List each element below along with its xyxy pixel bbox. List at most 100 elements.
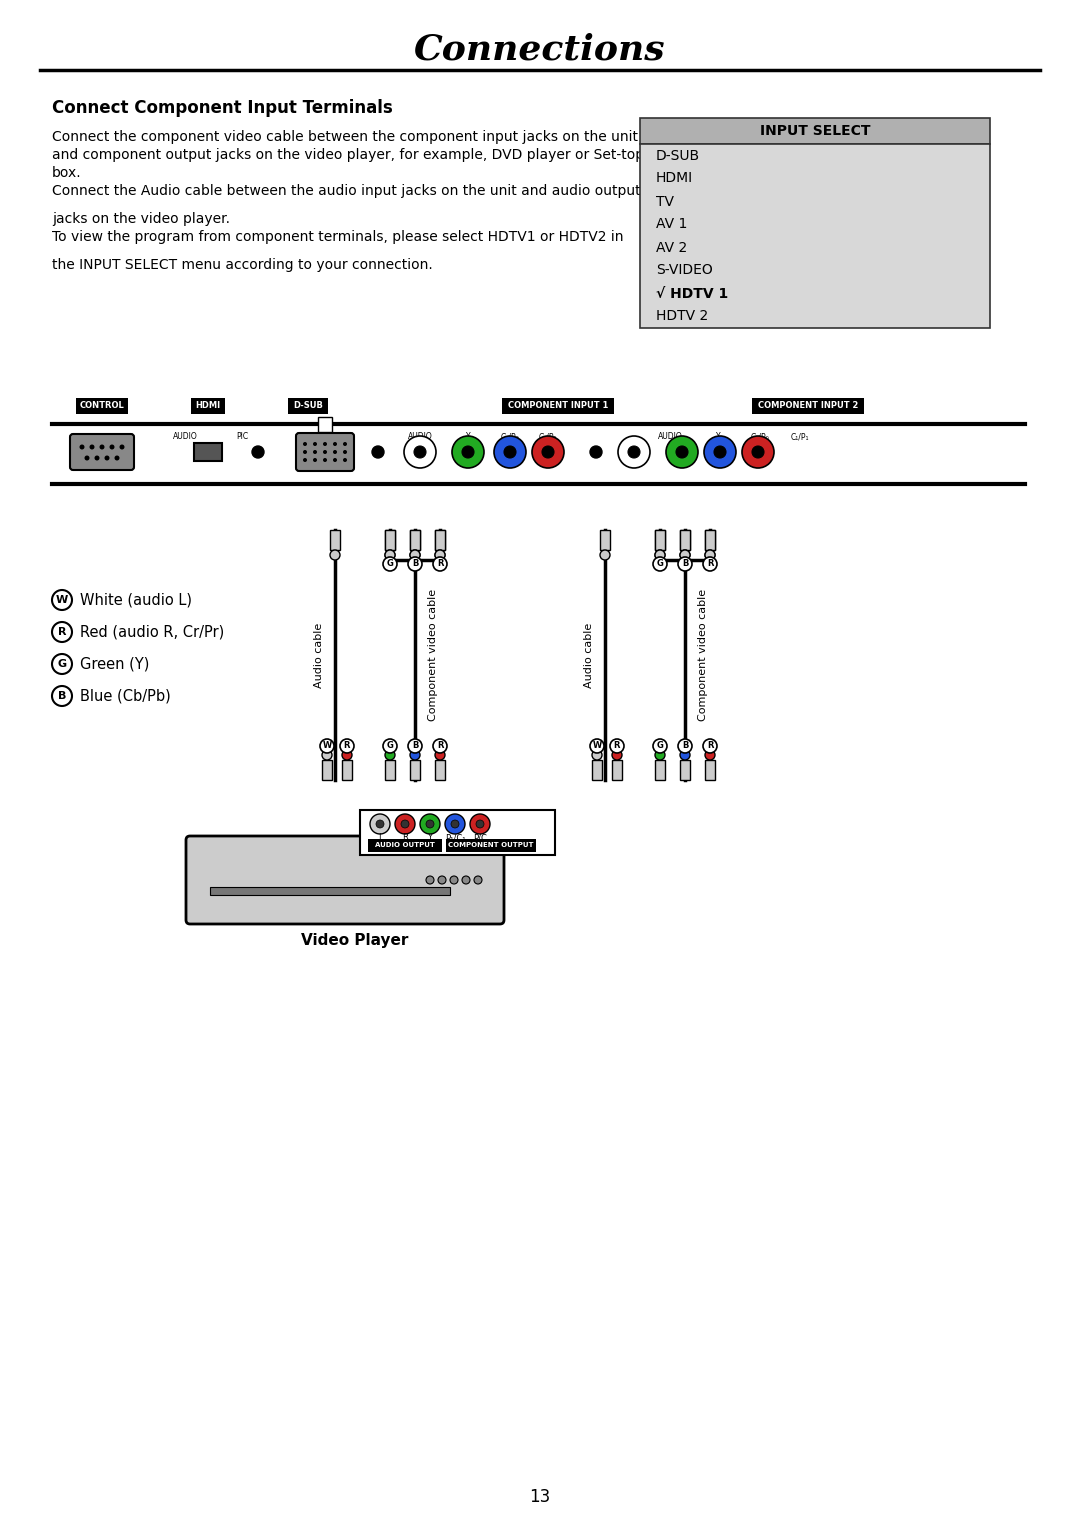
Circle shape [52, 589, 72, 609]
FancyBboxPatch shape [70, 434, 134, 470]
Circle shape [297, 447, 307, 457]
Circle shape [333, 450, 337, 454]
Circle shape [532, 437, 564, 467]
Circle shape [414, 446, 426, 458]
Circle shape [109, 444, 114, 449]
Text: Green (Y): Green (Y) [80, 657, 149, 672]
FancyBboxPatch shape [435, 530, 445, 550]
Text: AV 2: AV 2 [656, 240, 687, 255]
Circle shape [654, 550, 665, 560]
Circle shape [395, 814, 415, 834]
FancyBboxPatch shape [368, 838, 442, 852]
Text: W: W [322, 742, 332, 750]
Circle shape [438, 876, 446, 884]
Circle shape [445, 814, 465, 834]
Circle shape [433, 557, 447, 571]
Circle shape [714, 446, 726, 458]
Text: R: R [343, 742, 350, 750]
FancyBboxPatch shape [210, 887, 450, 895]
Circle shape [343, 441, 347, 446]
Circle shape [84, 455, 90, 461]
Circle shape [426, 820, 434, 828]
Circle shape [600, 550, 610, 560]
Circle shape [426, 876, 434, 884]
Text: S-VIDEO: S-VIDEO [656, 264, 713, 278]
Text: L: L [378, 834, 382, 843]
Circle shape [705, 550, 715, 560]
Text: Audio cable: Audio cable [584, 623, 594, 687]
Circle shape [610, 739, 624, 753]
Text: AUDIO OUTPUT: AUDIO OUTPUT [375, 841, 435, 847]
Circle shape [410, 750, 420, 760]
Text: Y: Y [716, 432, 720, 441]
Text: P/C: P/C [473, 834, 487, 843]
FancyBboxPatch shape [410, 530, 420, 550]
FancyBboxPatch shape [640, 144, 990, 328]
Circle shape [462, 446, 474, 458]
FancyBboxPatch shape [435, 530, 445, 550]
Circle shape [450, 876, 458, 884]
Text: B: B [681, 742, 688, 750]
Circle shape [313, 458, 318, 463]
Circle shape [370, 814, 390, 834]
FancyBboxPatch shape [752, 399, 864, 414]
Circle shape [384, 750, 395, 760]
Circle shape [343, 450, 347, 454]
FancyBboxPatch shape [76, 399, 129, 414]
FancyBboxPatch shape [446, 838, 536, 852]
Circle shape [401, 820, 409, 828]
Circle shape [71, 447, 81, 457]
Circle shape [433, 739, 447, 753]
Text: Audio cable: Audio cable [314, 623, 324, 687]
Text: the INPUT SELECT menu according to your connection.: the INPUT SELECT menu according to your … [52, 258, 433, 272]
Circle shape [653, 739, 667, 753]
Text: CONTROL: CONTROL [80, 402, 124, 411]
Circle shape [435, 550, 445, 560]
Text: COMPONENT INPUT 1: COMPONENT INPUT 1 [508, 402, 608, 411]
Circle shape [340, 739, 354, 753]
Circle shape [627, 446, 640, 458]
Circle shape [504, 446, 516, 458]
FancyBboxPatch shape [186, 835, 504, 924]
Circle shape [678, 739, 692, 753]
FancyBboxPatch shape [705, 760, 715, 780]
Text: B: B [411, 559, 418, 568]
Circle shape [752, 446, 764, 458]
Text: G: G [657, 742, 663, 750]
Circle shape [680, 550, 690, 560]
Circle shape [742, 437, 774, 467]
Circle shape [320, 739, 334, 753]
Circle shape [343, 458, 347, 463]
FancyBboxPatch shape [194, 443, 222, 461]
FancyBboxPatch shape [502, 399, 615, 414]
FancyBboxPatch shape [191, 399, 225, 414]
Circle shape [303, 450, 307, 454]
Text: R: R [57, 628, 66, 637]
FancyBboxPatch shape [600, 530, 610, 550]
FancyBboxPatch shape [384, 530, 395, 550]
Circle shape [105, 455, 109, 461]
Circle shape [451, 820, 459, 828]
FancyBboxPatch shape [705, 530, 715, 550]
FancyBboxPatch shape [680, 760, 690, 780]
FancyBboxPatch shape [410, 530, 420, 550]
Text: Connect the component video cable between the component input jacks on the unit: Connect the component video cable betwee… [52, 130, 638, 144]
FancyBboxPatch shape [410, 760, 420, 780]
Circle shape [680, 750, 690, 760]
FancyBboxPatch shape [296, 434, 354, 470]
Text: B: B [58, 692, 66, 701]
Text: PIC: PIC [235, 432, 248, 441]
FancyBboxPatch shape [322, 760, 332, 780]
Text: Red (audio R, Cr/Pr): Red (audio R, Cr/Pr) [80, 625, 225, 640]
Text: TV: TV [656, 194, 674, 209]
FancyBboxPatch shape [342, 760, 352, 780]
FancyBboxPatch shape [384, 760, 395, 780]
FancyBboxPatch shape [654, 760, 665, 780]
Text: Y: Y [428, 834, 432, 843]
Circle shape [542, 446, 554, 458]
Text: B: B [681, 559, 688, 568]
Text: W: W [592, 742, 602, 750]
Text: box.: box. [52, 166, 82, 180]
Circle shape [476, 820, 484, 828]
Circle shape [404, 437, 436, 467]
